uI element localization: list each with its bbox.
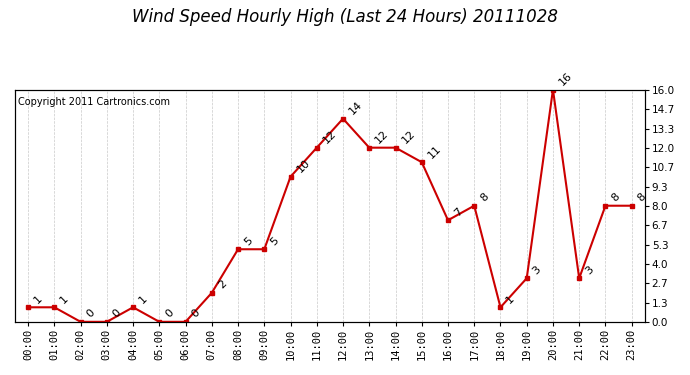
Text: 14: 14 [347,99,364,117]
Text: Wind Speed Hourly High (Last 24 Hours) 20111028: Wind Speed Hourly High (Last 24 Hours) 2… [132,8,558,26]
Text: 16: 16 [557,70,574,87]
Text: 12: 12 [321,129,338,146]
Text: 3: 3 [531,264,543,276]
Text: 5: 5 [268,235,281,247]
Text: 0: 0 [111,308,123,320]
Text: 12: 12 [373,129,391,146]
Text: 5: 5 [242,235,254,247]
Text: 3: 3 [583,264,595,276]
Text: 0: 0 [190,308,201,320]
Text: 8: 8 [609,192,622,204]
Text: 1: 1 [59,293,70,305]
Text: 1: 1 [32,293,44,305]
Text: 7: 7 [452,206,464,218]
Text: Copyright 2011 Cartronics.com: Copyright 2011 Cartronics.com [18,97,170,106]
Text: 1: 1 [137,293,149,305]
Text: 8: 8 [636,192,648,204]
Text: 0: 0 [164,308,175,320]
Text: 12: 12 [400,129,417,146]
Text: 11: 11 [426,143,443,160]
Text: 8: 8 [478,192,491,204]
Text: 0: 0 [85,308,97,320]
Text: 2: 2 [216,279,228,291]
Text: 10: 10 [295,158,312,174]
Text: 1: 1 [504,293,517,305]
